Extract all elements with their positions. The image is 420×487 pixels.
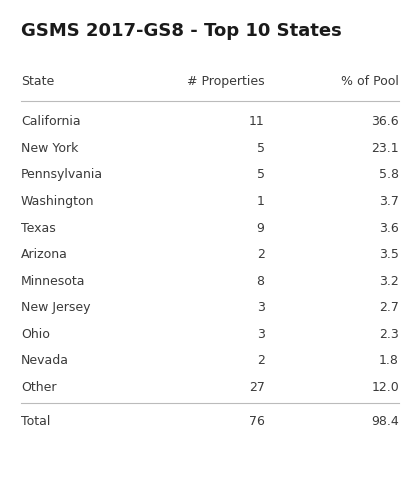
Text: Total: Total [21, 415, 50, 428]
Text: 3: 3 [257, 301, 265, 314]
Text: 3.7: 3.7 [379, 195, 399, 208]
Text: Nevada: Nevada [21, 355, 69, 367]
Text: 1: 1 [257, 195, 265, 208]
Text: 5: 5 [257, 169, 265, 182]
Text: Other: Other [21, 381, 57, 394]
Text: 5: 5 [257, 142, 265, 155]
Text: 1.8: 1.8 [379, 355, 399, 367]
Text: 3: 3 [257, 328, 265, 341]
Text: 23.1: 23.1 [371, 142, 399, 155]
Text: 2.7: 2.7 [379, 301, 399, 314]
Text: 2: 2 [257, 355, 265, 367]
Text: 3.5: 3.5 [379, 248, 399, 261]
Text: 76: 76 [249, 415, 265, 428]
Text: 27: 27 [249, 381, 265, 394]
Text: 2.3: 2.3 [379, 328, 399, 341]
Text: 36.6: 36.6 [371, 115, 399, 129]
Text: 12.0: 12.0 [371, 381, 399, 394]
Text: 5.8: 5.8 [379, 169, 399, 182]
Text: % of Pool: % of Pool [341, 75, 399, 89]
Text: New Jersey: New Jersey [21, 301, 90, 314]
Text: Ohio: Ohio [21, 328, 50, 341]
Text: 3.6: 3.6 [379, 222, 399, 235]
Text: 8: 8 [257, 275, 265, 288]
Text: Minnesota: Minnesota [21, 275, 86, 288]
Text: Pennsylvania: Pennsylvania [21, 169, 103, 182]
Text: GSMS 2017-GS8 - Top 10 States: GSMS 2017-GS8 - Top 10 States [21, 22, 342, 40]
Text: 3.2: 3.2 [379, 275, 399, 288]
Text: 11: 11 [249, 115, 265, 129]
Text: 98.4: 98.4 [371, 415, 399, 428]
Text: 2: 2 [257, 248, 265, 261]
Text: # Properties: # Properties [187, 75, 265, 89]
Text: State: State [21, 75, 54, 89]
Text: Texas: Texas [21, 222, 56, 235]
Text: New York: New York [21, 142, 79, 155]
Text: 9: 9 [257, 222, 265, 235]
Text: Arizona: Arizona [21, 248, 68, 261]
Text: California: California [21, 115, 81, 129]
Text: Washington: Washington [21, 195, 94, 208]
